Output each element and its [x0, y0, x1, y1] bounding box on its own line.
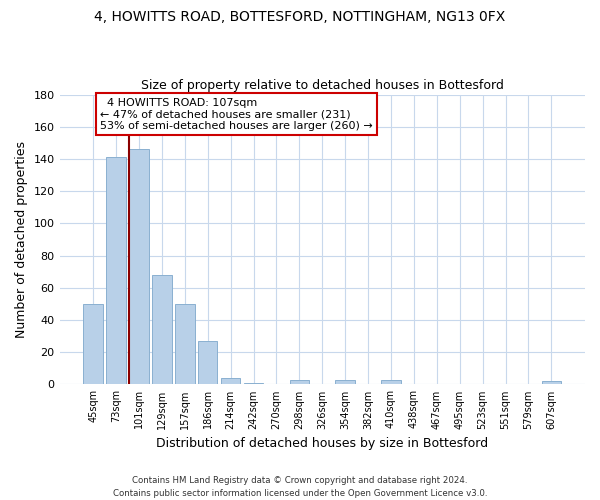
Bar: [83, 304, 103, 384]
Bar: [290, 380, 309, 384]
Bar: [152, 275, 172, 384]
Title: Size of property relative to detached houses in Bottesford: Size of property relative to detached ho…: [141, 79, 504, 92]
Y-axis label: Number of detached properties: Number of detached properties: [15, 141, 28, 338]
Text: Contains HM Land Registry data © Crown copyright and database right 2024.
Contai: Contains HM Land Registry data © Crown c…: [113, 476, 487, 498]
Text: 4 HOWITTS ROAD: 107sqm
← 47% of detached houses are smaller (231)
53% of semi-de: 4 HOWITTS ROAD: 107sqm ← 47% of detached…: [100, 98, 373, 131]
Bar: [381, 380, 401, 384]
Bar: [542, 381, 561, 384]
Text: 4, HOWITTS ROAD, BOTTESFORD, NOTTINGHAM, NG13 0FX: 4, HOWITTS ROAD, BOTTESFORD, NOTTINGHAM,…: [94, 10, 506, 24]
Bar: [221, 378, 241, 384]
Bar: [175, 304, 194, 384]
Bar: [244, 383, 263, 384]
Bar: [106, 158, 126, 384]
X-axis label: Distribution of detached houses by size in Bottesford: Distribution of detached houses by size …: [156, 437, 488, 450]
Bar: [129, 150, 149, 384]
Bar: [335, 380, 355, 384]
Bar: [198, 341, 217, 384]
